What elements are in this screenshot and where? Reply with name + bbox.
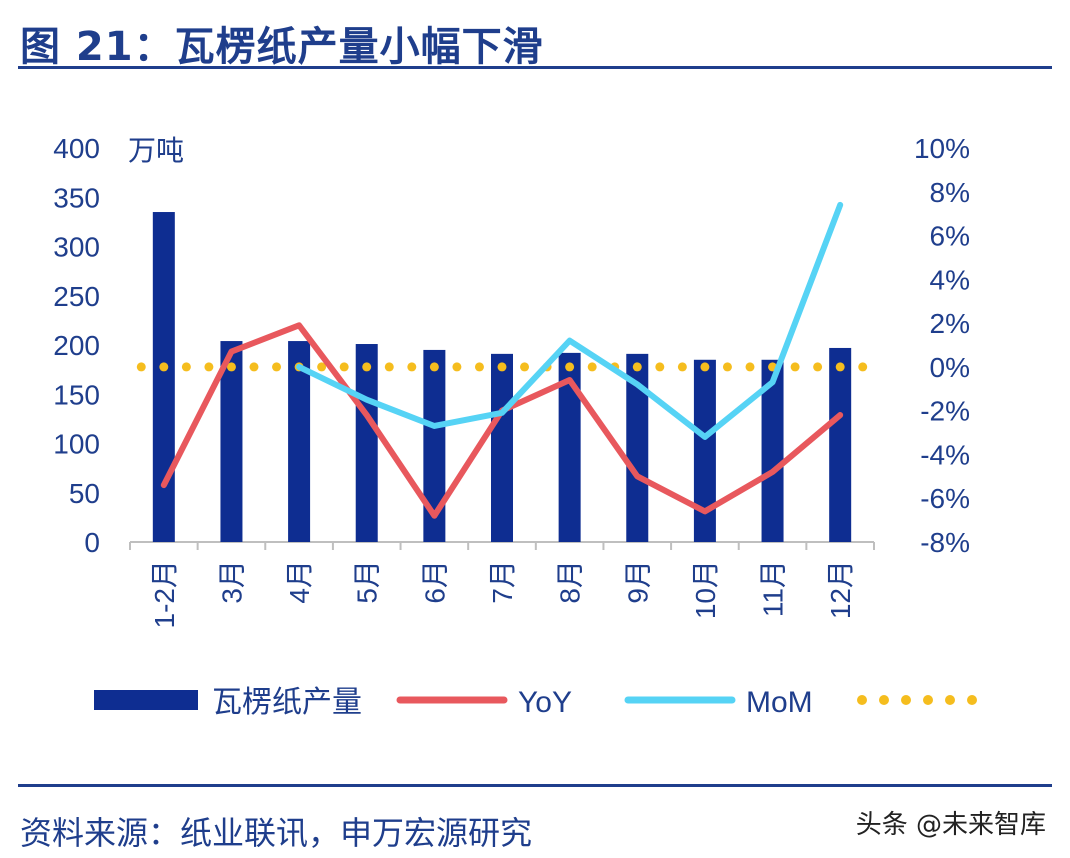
legend-swatch-dotted: [901, 695, 911, 705]
zero-line-dot: [226, 362, 236, 372]
zero-line-dot: [204, 362, 214, 372]
right-axis-tick-label: -4%: [920, 439, 970, 470]
footer-divider: [18, 784, 1052, 787]
zero-line-dot: [813, 362, 823, 372]
left-axis-tick-label: 150: [53, 379, 100, 410]
zero-line-dot: [181, 362, 191, 372]
left-axis-tick-label: 250: [53, 281, 100, 312]
zero-line-dot: [474, 362, 484, 372]
zero-line-dot: [249, 362, 259, 372]
zero-line-dot: [272, 362, 282, 372]
bar-production: [220, 341, 243, 542]
legend-swatch-bar: [94, 690, 198, 710]
legend-swatch-dotted: [967, 695, 977, 705]
x-axis-category-label: 1-2月: [149, 560, 180, 628]
right-axis-tick-label: 2%: [930, 308, 970, 339]
zero-line-dot: [745, 362, 755, 372]
bar-production: [761, 359, 784, 542]
right-axis-tick-label: -2%: [920, 396, 970, 427]
zero-line-dot: [700, 362, 710, 372]
zero-line-dot: [136, 362, 146, 372]
zero-line-dot: [858, 362, 868, 372]
x-axis-category-label: 8月: [555, 560, 586, 604]
legend-label: MoM: [746, 686, 813, 719]
x-axis-category-label: 11月: [758, 560, 789, 617]
zero-line-dot: [407, 362, 417, 372]
x-axis-category-label: 3月: [216, 560, 247, 604]
bar-production: [829, 347, 852, 542]
zero-line-dot: [565, 362, 575, 372]
zero-line-dot: [317, 362, 327, 372]
left-axis-tick-label: 100: [53, 429, 100, 460]
legend-label: YoY: [518, 686, 572, 719]
source-note: 资料来源：纸业联讯，申万宏源研究: [20, 814, 533, 852]
bar-production: [626, 353, 649, 542]
bar-production: [558, 352, 581, 542]
x-axis-category-label: 12月: [825, 560, 856, 619]
x-axis-category-label: 4月: [284, 560, 315, 604]
bar-production: [288, 341, 311, 542]
zero-line-dot: [677, 362, 687, 372]
x-axis-category-label: 7月: [487, 560, 518, 604]
right-axis-tick-label: 8%: [930, 177, 970, 208]
zero-line-dot: [790, 362, 800, 372]
x-axis-category-label: 10月: [690, 560, 721, 619]
zero-line-dot: [362, 362, 372, 372]
bar-production: [355, 344, 378, 542]
zero-line-dot: [587, 362, 597, 372]
right-axis-tick-label: -6%: [920, 483, 970, 514]
left-axis-tick-label: 200: [53, 330, 100, 361]
zero-line-dot: [655, 362, 665, 372]
legend-swatch-dotted: [945, 695, 955, 705]
chart: 0 50 100 150 200 250 300 350 400 万吨 -8% -6% -4% -2% 0%…: [53, 133, 977, 719]
legend-swatch-dotted: [879, 695, 889, 705]
unit-label: 万吨: [128, 135, 184, 166]
bar-production: [693, 359, 716, 542]
left-axis-tick-label: 50: [69, 478, 100, 509]
zero-line-dot: [722, 362, 732, 372]
x-axis-category-label: 5月: [352, 560, 383, 604]
zero-line-dot: [632, 362, 642, 372]
bar-production: [423, 349, 446, 542]
watermark: 头条 @未来智库: [855, 810, 1046, 840]
right-axis-tick-label: 4%: [930, 264, 970, 295]
x-axis-category-label: 9月: [622, 560, 653, 604]
zero-line-dot: [452, 362, 462, 372]
legend-label: 瓦楞纸产量: [212, 686, 362, 719]
right-axis-tick-label: 10%: [914, 133, 970, 164]
right-axis-tick-label: -8%: [920, 527, 970, 558]
bar-production: [152, 212, 175, 542]
zero-line-dot: [159, 362, 169, 372]
left-axis-tick-label: 350: [53, 182, 100, 213]
left-axis-tick-label: 0: [84, 527, 100, 558]
legend-swatch-dotted: [857, 695, 867, 705]
zero-line-dot: [835, 362, 845, 372]
x-axis-category-label: 6月: [419, 560, 450, 604]
zero-line-dot: [339, 362, 349, 372]
page-title: 图 21：瓦楞纸产量小幅下滑: [20, 24, 544, 70]
zero-line-dot: [384, 362, 394, 372]
left-axis-tick-label: 400: [53, 133, 100, 164]
title-divider: [18, 66, 1052, 69]
right-axis-tick-label: 0%: [930, 352, 970, 383]
left-axis-tick-label: 300: [53, 232, 100, 263]
bar-production: [491, 353, 513, 542]
zero-line-dot: [497, 362, 507, 372]
legend-swatch-dotted: [923, 695, 933, 705]
zero-line-dot: [520, 362, 530, 372]
right-axis-tick-label: 6%: [930, 221, 970, 252]
zero-line-dot: [429, 362, 439, 372]
